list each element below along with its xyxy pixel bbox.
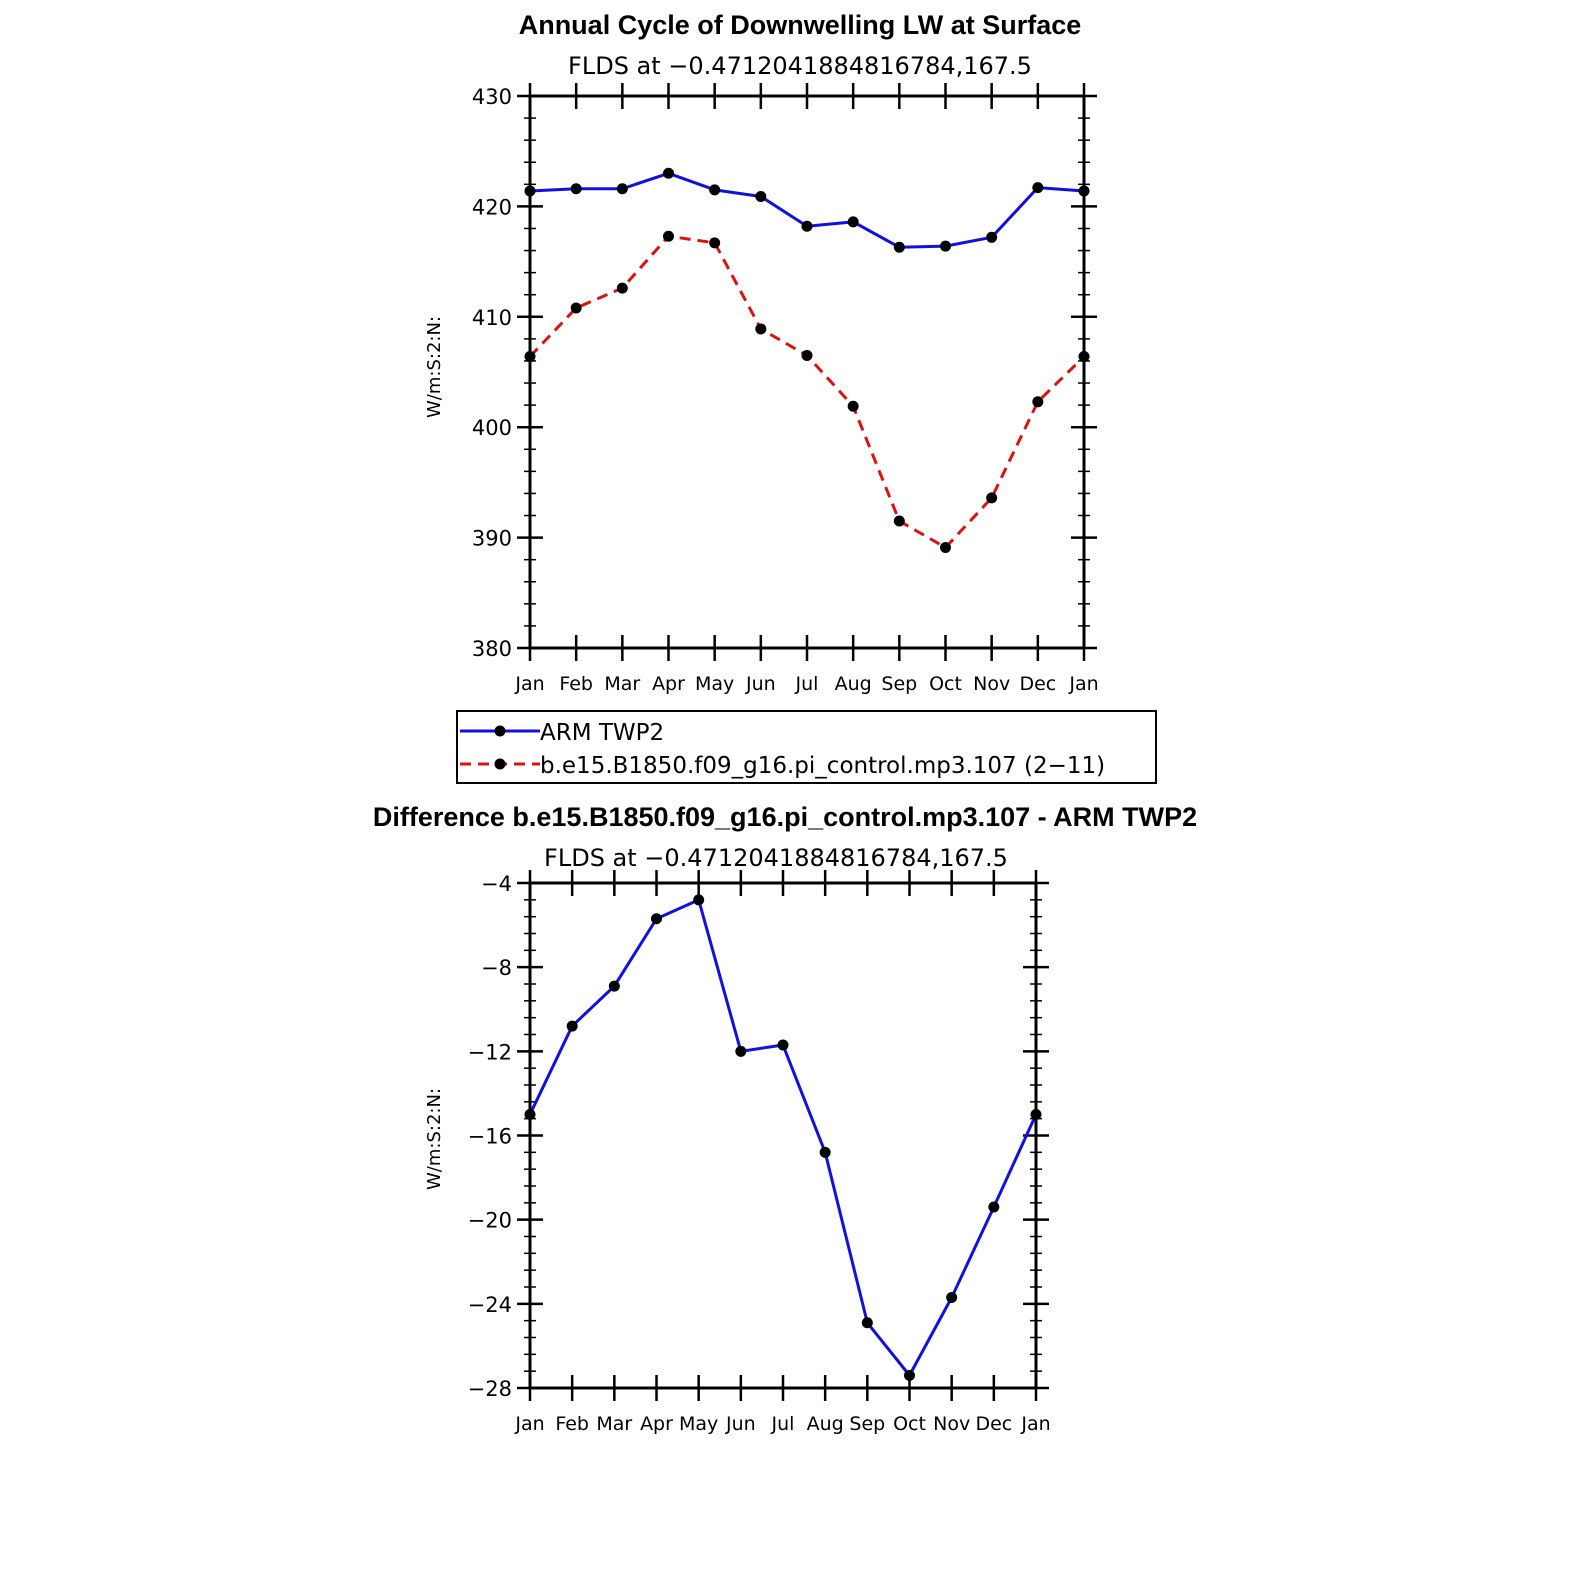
x-tick-label: Sep	[881, 673, 917, 695]
data-point	[986, 492, 998, 504]
data-point	[663, 230, 674, 242]
series-line-0-1	[528, 234, 1086, 550]
legend: ARM TWP2 b.e15.B1850.f09_g16.pi_control.…	[456, 710, 1157, 784]
y-tick-label: 390	[472, 527, 512, 551]
data-point	[1032, 396, 1044, 408]
x-tick-label: Apr	[652, 673, 685, 695]
plot-frame	[528, 881, 1038, 1390]
difference-chart: Difference b.e15.B1850.f09_g16.pi_contro…	[373, 802, 1197, 1435]
data-point	[1078, 351, 1090, 363]
x-tick-label: Feb	[559, 673, 593, 695]
legend-box	[456, 710, 1157, 784]
x-tick-label: Jan	[514, 673, 544, 695]
x-tick-label: Apr	[640, 1413, 673, 1435]
y-tick-label: 410	[472, 306, 512, 330]
data-point	[893, 241, 905, 253]
data-point	[709, 237, 721, 249]
data-point	[570, 302, 582, 314]
x-tick-label: Nov	[973, 673, 1010, 695]
x-tick-label: Sep	[849, 1413, 885, 1435]
x-tick-label: Jun	[745, 673, 776, 695]
data-point	[988, 1201, 1000, 1213]
difference-y-axis-label: W/m:S:2:N:	[424, 1088, 445, 1190]
x-tick-label: Jul	[795, 673, 819, 695]
data-point	[940, 542, 951, 554]
x-tick-label: Jan	[1020, 1413, 1050, 1435]
legend-marker-arm-twp2	[494, 725, 506, 737]
legend-label-model: b.e15.B1850.f09_g16.pi_control.mp3.107 (…	[540, 753, 1105, 779]
data-point	[566, 1020, 578, 1032]
data-point	[524, 1108, 536, 1120]
x-tick-label: Jul	[771, 1413, 795, 1435]
x-tick-label: Mar	[604, 673, 640, 695]
y-tick-label: −4	[481, 872, 512, 896]
legend-label-arm-twp2: ARM TWP2	[540, 720, 664, 746]
data-point	[893, 515, 905, 527]
x-tick-label: Jan	[514, 1413, 544, 1435]
y-tick-label: −24	[468, 1293, 512, 1317]
data-point	[735, 1045, 747, 1057]
data-point	[861, 1317, 873, 1329]
data-point	[847, 216, 859, 228]
data-point	[755, 323, 767, 335]
y-tick-label: −12	[468, 1040, 512, 1064]
y-tick-label: 380	[472, 637, 512, 661]
y-tick-label: −8	[481, 956, 512, 980]
data-point	[709, 184, 721, 196]
data-point	[608, 980, 620, 992]
data-point	[847, 400, 859, 412]
x-tick-label: May	[679, 1413, 718, 1435]
y-tick-label: −16	[468, 1125, 512, 1149]
data-point	[946, 1292, 958, 1304]
data-point	[663, 167, 674, 179]
data-point	[819, 1146, 831, 1158]
data-point	[524, 185, 536, 197]
data-point	[616, 282, 628, 294]
series-line-0-0	[529, 171, 1085, 249]
data-point	[801, 220, 813, 232]
plot-frame	[528, 94, 1086, 650]
y-tick-label: −20	[468, 1209, 512, 1233]
x-tick-label: Oct	[893, 1413, 926, 1435]
x-tick-label: Jan	[1068, 673, 1098, 695]
x-tick-label: Jun	[725, 1413, 756, 1435]
data-point	[616, 183, 628, 195]
chart-subtitle: FLDS at −0.4712041884816784,167.5	[568, 52, 1032, 80]
data-point	[524, 351, 536, 363]
data-point	[1030, 1108, 1042, 1120]
x-tick-label: Dec	[1019, 673, 1056, 695]
data-point	[801, 349, 813, 361]
y-tick-label: 400	[472, 416, 512, 440]
y-tick-label: 420	[472, 195, 512, 219]
y-tick-label: 430	[472, 85, 512, 109]
series-line-1-0	[528, 898, 1038, 1377]
y-tick-label: −28	[468, 1377, 512, 1401]
data-point	[1078, 185, 1090, 197]
data-point	[570, 183, 582, 195]
data-point	[651, 913, 662, 925]
data-point	[986, 231, 998, 243]
x-tick-label: Nov	[933, 1413, 970, 1435]
x-tick-label: Aug	[835, 673, 872, 695]
x-tick-label: Mar	[596, 1413, 632, 1435]
x-tick-label: Oct	[929, 673, 962, 695]
legend-marker-model	[494, 758, 506, 770]
data-point	[940, 240, 951, 252]
data-point	[904, 1369, 915, 1381]
difference-chart-title: Difference b.e15.B1850.f09_g16.pi_contro…	[373, 802, 1197, 832]
chart-title: Annual Cycle of Downwelling LW at Surfac…	[519, 10, 1082, 40]
data-point	[693, 894, 705, 906]
x-tick-label: Aug	[807, 1413, 844, 1435]
difference-chart-subtitle: FLDS at −0.4712041884816784,167.5	[544, 844, 1008, 872]
y-axis-label: W/m:S:2:N:	[424, 316, 445, 418]
annual-cycle-chart: Annual Cycle of Downwelling LW at Surfac…	[424, 10, 1099, 695]
data-point	[777, 1039, 789, 1051]
x-tick-label: Dec	[975, 1413, 1012, 1435]
data-point	[755, 190, 767, 202]
x-tick-label: Feb	[555, 1413, 589, 1435]
x-tick-label: May	[695, 673, 734, 695]
data-point	[1032, 182, 1044, 194]
